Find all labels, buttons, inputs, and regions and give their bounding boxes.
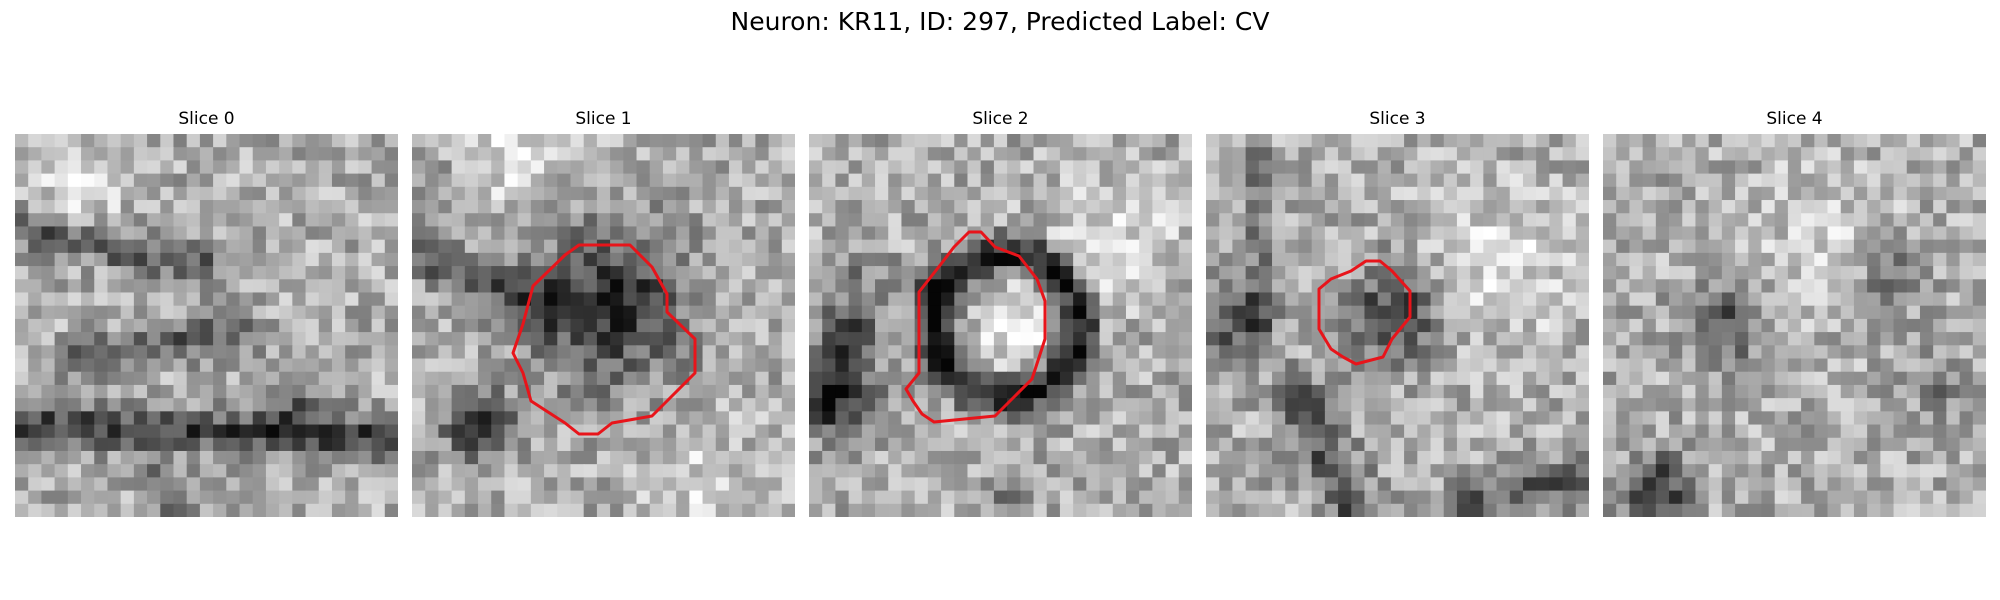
figure-title: Neuron: KR11, ID: 297, Predicted Label: … (730, 7, 1270, 36)
slice-image (809, 134, 1192, 517)
segmentation-contour (511, 243, 697, 436)
segmentation-contour (1317, 259, 1412, 366)
slice-image (1603, 134, 1986, 517)
slice-title: Slice 4 (1766, 109, 1823, 129)
slice-title: Slice 3 (1369, 109, 1426, 129)
slice-title: Slice 2 (972, 109, 1029, 129)
slice-title: Slice 1 (575, 109, 632, 129)
segmentation-contour (904, 230, 1047, 424)
slice-image (412, 134, 795, 517)
slice-image (1206, 134, 1589, 517)
slice-title: Slice 0 (178, 109, 235, 129)
slice-image (15, 134, 398, 517)
